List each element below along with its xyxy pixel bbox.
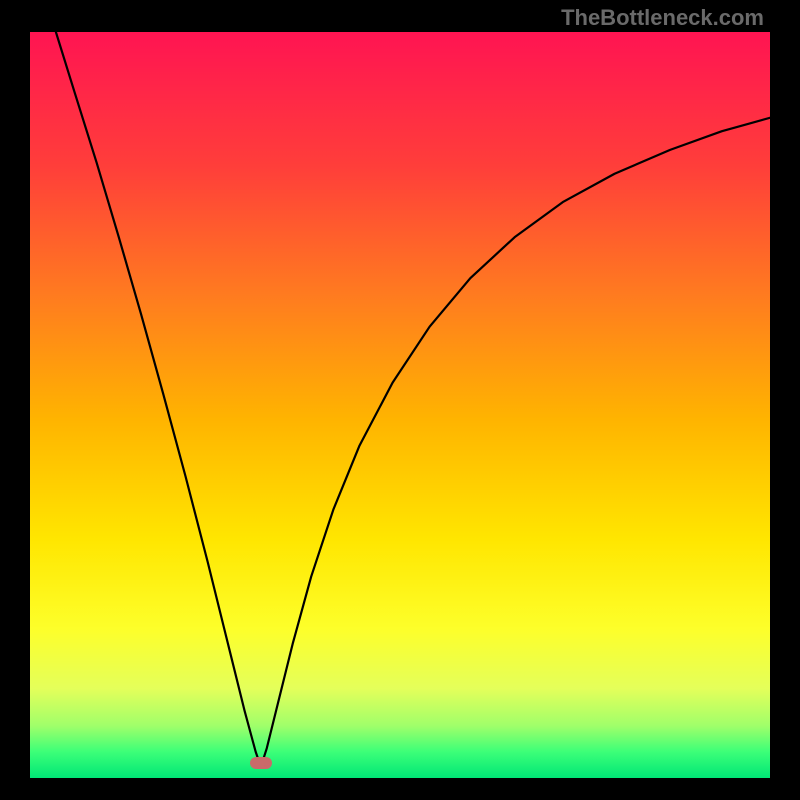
gradient-background xyxy=(30,32,770,778)
bottleneck-curve xyxy=(56,32,770,767)
vertex-marker xyxy=(250,757,272,769)
figure-container: TheBottleneck.com xyxy=(0,0,800,800)
watermark-text: TheBottleneck.com xyxy=(561,5,764,31)
curve-svg xyxy=(30,32,770,778)
plot-area xyxy=(30,32,770,778)
